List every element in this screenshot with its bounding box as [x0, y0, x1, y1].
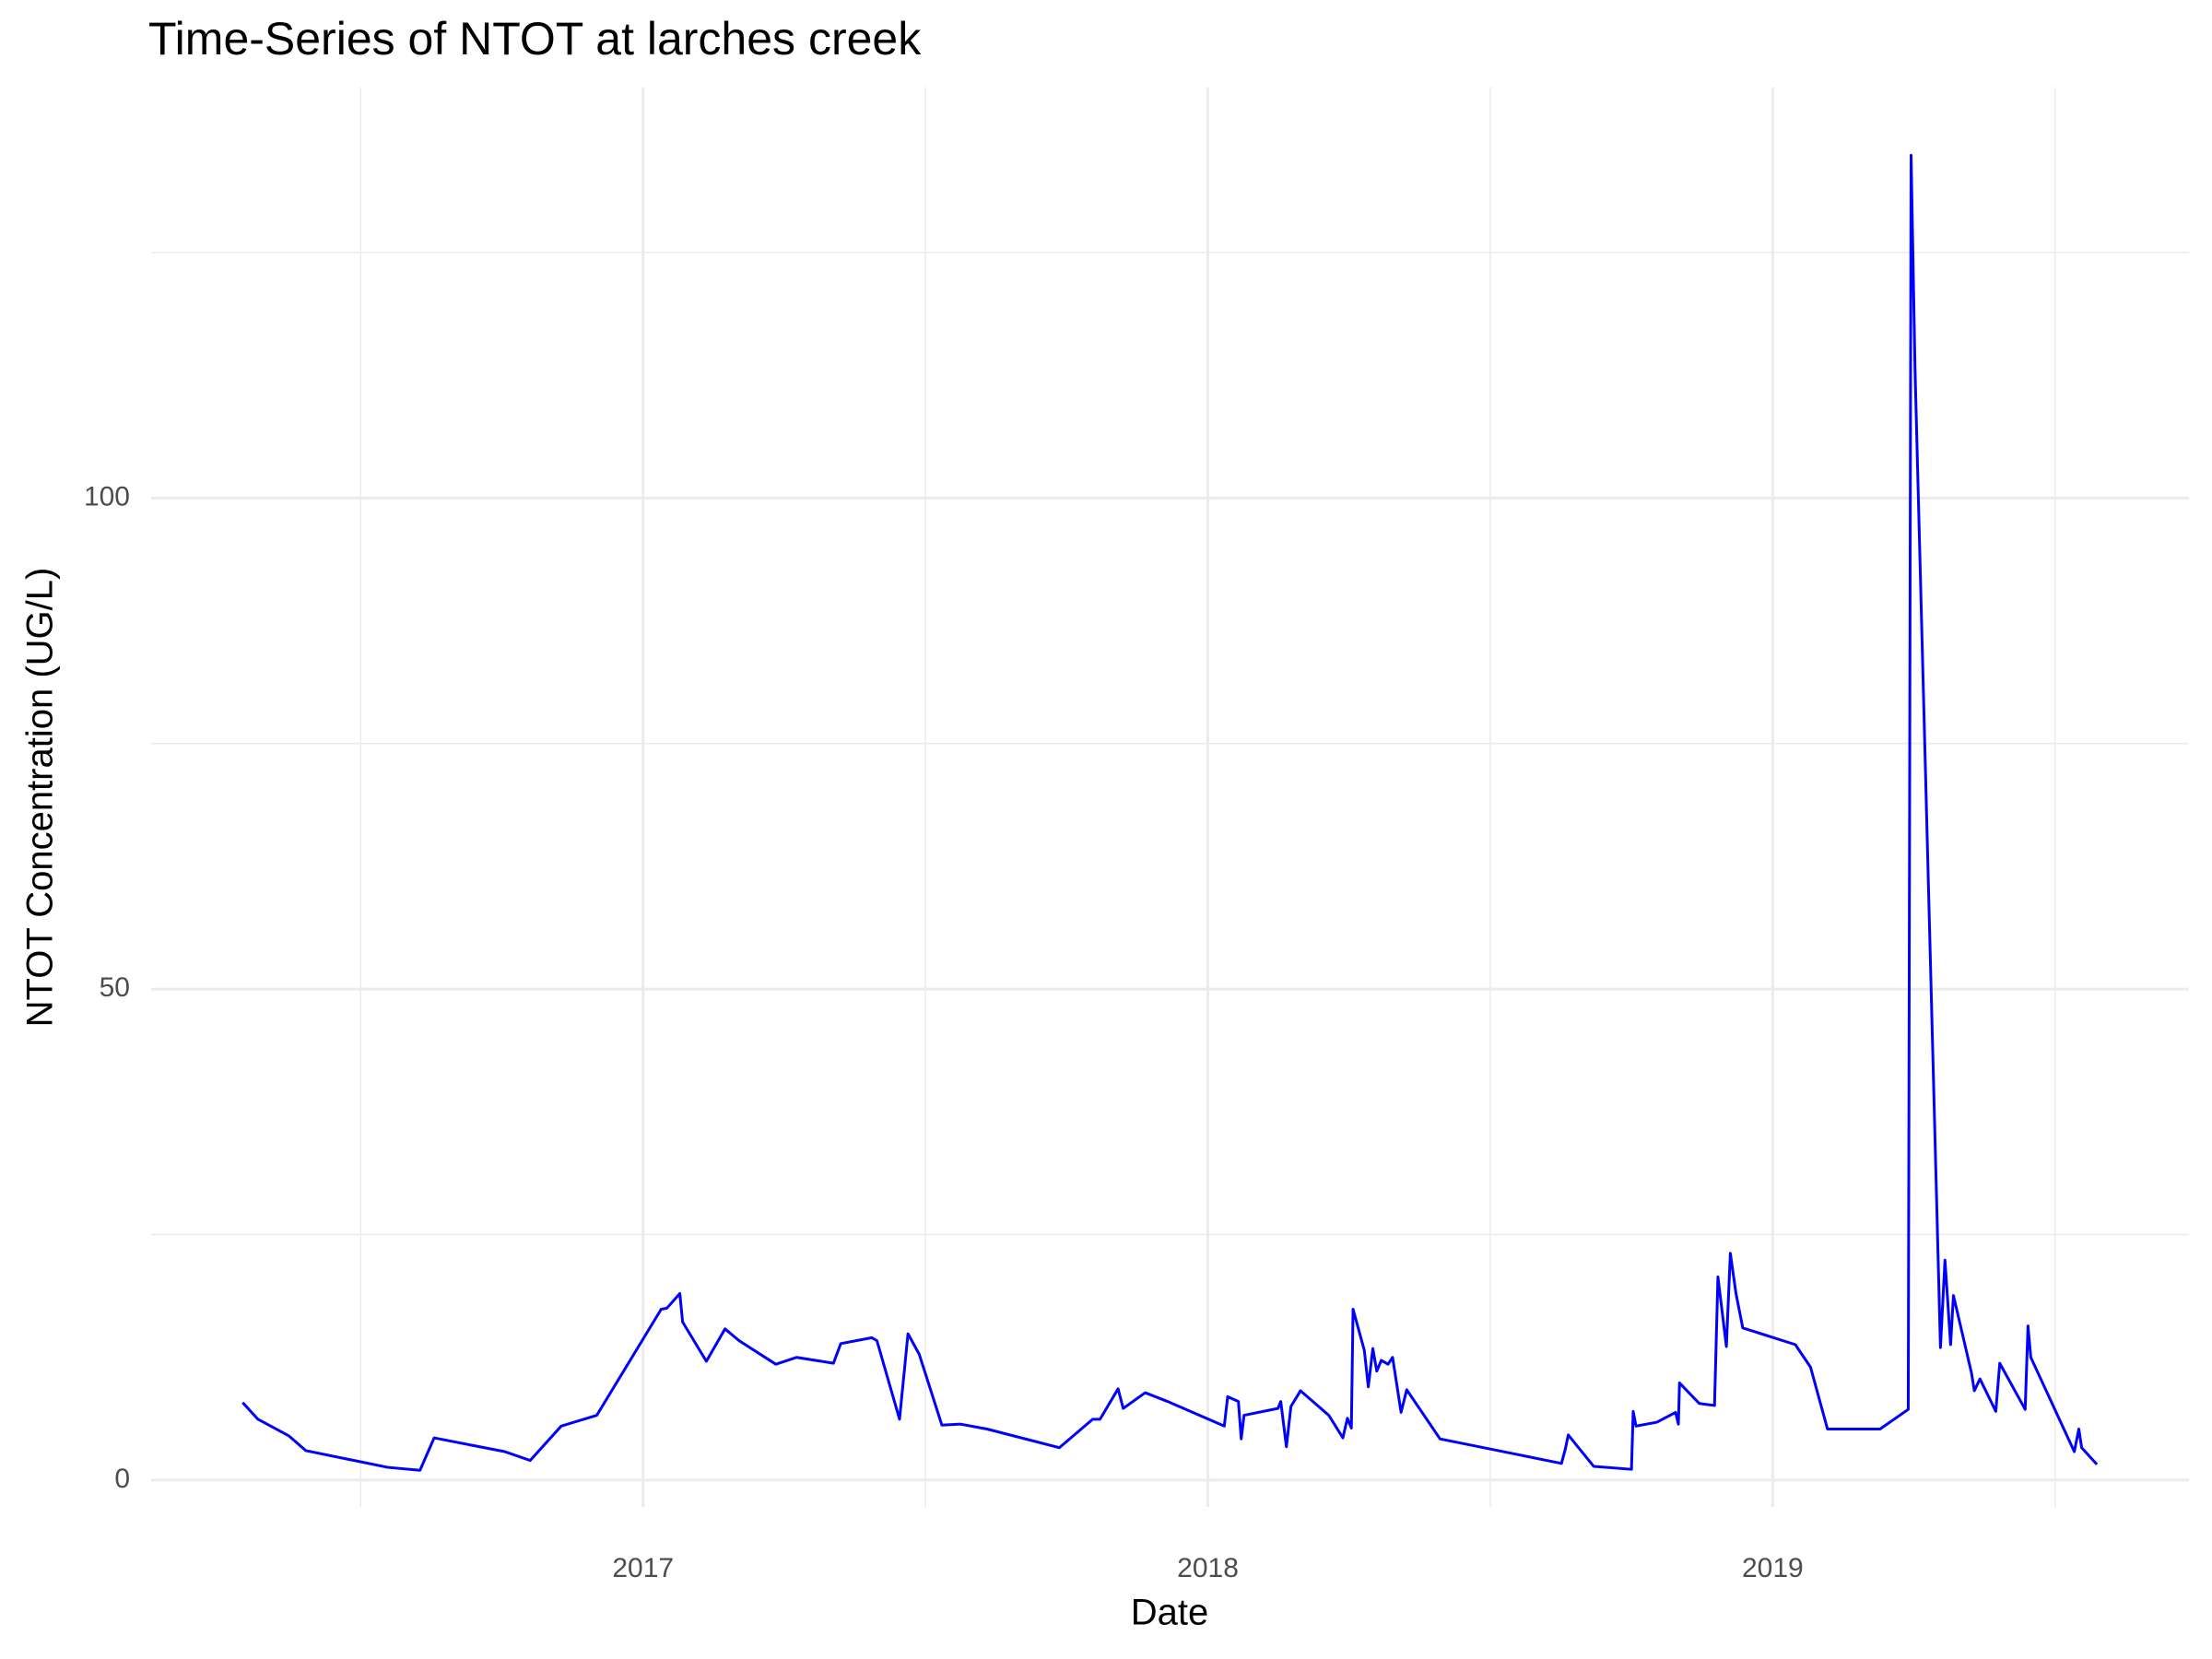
y-tick-label: 100 [84, 481, 130, 512]
x-axis-title: Date [1131, 1593, 1209, 1633]
y-tick-label: 0 [114, 1464, 130, 1494]
x-tick-label: 2019 [1742, 1553, 1804, 1583]
y-axis-title: NTOT Concentration (UG/L) [20, 568, 61, 1028]
data-line [241, 154, 2099, 1472]
x-tick-label: 2018 [1177, 1553, 1239, 1583]
x-tick-label: 2017 [612, 1553, 674, 1583]
y-tick-label: 50 [100, 972, 130, 1003]
chart-title: Time-Series of NTOT at larches creek [148, 13, 922, 65]
